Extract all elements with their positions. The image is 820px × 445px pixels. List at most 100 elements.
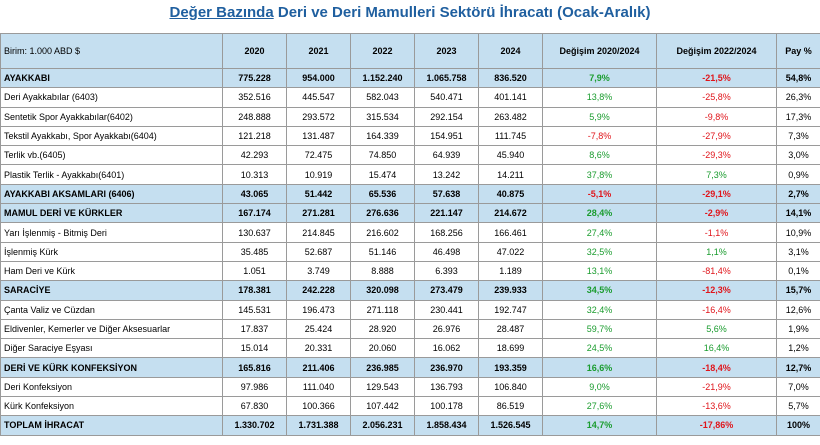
cell-y2022: 74.850 — [350, 145, 415, 166]
cell-y2024: 18.699 — [478, 338, 543, 359]
cell-share: 15,7% — [776, 280, 820, 301]
cell-y2023: 292.154 — [414, 106, 479, 127]
cell-y2020: 1.330.702 — [222, 415, 287, 436]
cell-y2022: 51.146 — [350, 241, 415, 262]
cell-change-2022-2024: -81,4% — [656, 260, 777, 282]
cell-change-2022-2024: -1,1% — [656, 222, 777, 243]
cell-y2024: 836.520 — [478, 67, 543, 89]
cell-y2020: 1.051 — [222, 260, 287, 282]
cell-label: Sentetik Spor Ayakkabılar(6402) — [0, 106, 223, 127]
cell-y2020: 178.381 — [222, 280, 287, 301]
cell-label: AYAKKABI — [0, 67, 223, 89]
cell-y2023: 6.393 — [414, 260, 479, 282]
cell-y2021: 196.473 — [286, 299, 351, 320]
cell-change-2022-2024: -29,1% — [656, 183, 777, 205]
cell-y2021: 72.475 — [286, 145, 351, 166]
cell-change-2020-2024: 5,9% — [542, 106, 657, 127]
cell-y2024: 86.519 — [478, 396, 543, 417]
cell-label: Diğer Saraciye Eşyası — [0, 338, 223, 359]
table-row: Sentetik Spor Ayakkabılar(6402) 248.888 29… — [0, 106, 820, 127]
cell-change-2022-2024: -2,9% — [656, 203, 777, 224]
cell-y2021: 25.424 — [286, 318, 351, 340]
cell-share: 26,3% — [776, 87, 820, 108]
cell-y2021: 1.731.388 — [286, 415, 351, 436]
cell-y2024: 40.875 — [478, 183, 543, 205]
cell-y2024: 45.940 — [478, 145, 543, 166]
cell-change-2020-2024: -7,8% — [542, 125, 657, 147]
cell-label: Terlik vb.(6405) — [0, 145, 223, 166]
table-row: Yarı İşlenmiş - Bitmiş Deri 130.637 214.84… — [0, 222, 820, 243]
cell-change-2022-2024: -21,5% — [656, 67, 777, 89]
cell-y2021: 3.749 — [286, 260, 351, 282]
table-row: Diğer Saraciye Eşyası 15.014 20.331 20.060 1… — [0, 338, 820, 359]
cell-y2022: 1.152.240 — [350, 67, 415, 89]
cell-label: Tekstil Ayakkabı, Spor Ayakkabı(6404) — [0, 125, 223, 147]
cell-y2023: 26.976 — [414, 318, 479, 340]
page-title: Değer Bazında Deri ve Deri Mamulleri Sek… — [0, 0, 820, 26]
cell-y2024: 192.747 — [478, 299, 543, 320]
cell-y2021: 214.845 — [286, 222, 351, 243]
cell-y2022: 271.118 — [350, 299, 415, 320]
cell-y2022: 15.474 — [350, 164, 415, 185]
cell-change-2020-2024: 28,4% — [542, 203, 657, 224]
cell-y2020: 15.014 — [222, 338, 287, 359]
table-row: Deri Ayakkabılar (6403) 352.516 445.547 582… — [0, 87, 820, 108]
cell-label: SARACİYE — [0, 280, 223, 301]
category-row: AYAKKABI AKSAMLARI (6406) 43.065 51.442 65.… — [0, 183, 820, 205]
table-row: Çanta Valiz ve Cüzdan 145.531 196.473 271.1… — [0, 299, 820, 320]
cell-share: 17,3% — [776, 106, 820, 127]
cell-change-2020-2024: 32,4% — [542, 299, 657, 320]
cell-y2021: 445.547 — [286, 87, 351, 108]
cell-y2021: 10.919 — [286, 164, 351, 185]
title-underlined: Değer Bazında — [169, 4, 274, 21]
cell-y2024: 166.461 — [478, 222, 543, 243]
cell-change-2020-2024: 16,6% — [542, 357, 657, 378]
cell-y2023: 1.858.434 — [414, 415, 479, 436]
cell-y2023: 13.242 — [414, 164, 479, 185]
cell-y2022: 236.985 — [350, 357, 415, 378]
export-table: Birim: 1.000 ABD $ 2020 2021 2022 2023 2… — [0, 33, 820, 436]
cell-y2021: 51.442 — [286, 183, 351, 205]
cell-change-2020-2024: 27,4% — [542, 222, 657, 243]
cell-label: TOPLAM İHRACAT — [0, 415, 223, 436]
cell-y2023: 221.147 — [414, 203, 479, 224]
cell-y2022: 164.339 — [350, 125, 415, 147]
cell-y2024: 111.745 — [478, 125, 543, 147]
cell-change-2020-2024: 37,8% — [542, 164, 657, 185]
cell-change-2020-2024: 34,5% — [542, 280, 657, 301]
cell-y2024: 1.189 — [478, 260, 543, 282]
cell-y2020: 352.516 — [222, 87, 287, 108]
cell-y2020: 775.228 — [222, 67, 287, 89]
cell-change-2020-2024: 13,1% — [542, 260, 657, 282]
cell-y2021: 211.406 — [286, 357, 351, 378]
cell-y2023: 168.256 — [414, 222, 479, 243]
cell-y2022: 582.043 — [350, 87, 415, 108]
cell-change-2022-2024: 16,4% — [656, 338, 777, 359]
cell-label: MAMUL DERİ VE KÜRKLER — [0, 203, 223, 224]
cell-change-2020-2024: 9,0% — [542, 376, 657, 398]
change-2022-2024-header: Değişim 2022/2024 — [656, 33, 777, 69]
cell-label: Eldivenler, Kemerler ve Diğer Aksesuarla… — [0, 318, 223, 340]
cell-share: 0,1% — [776, 260, 820, 282]
cell-change-2020-2024: 14,7% — [542, 415, 657, 436]
cell-change-2020-2024: 59,7% — [542, 318, 657, 340]
cell-y2020: 42.293 — [222, 145, 287, 166]
cell-y2022: 28.920 — [350, 318, 415, 340]
cell-change-2022-2024: -21,9% — [656, 376, 777, 398]
table-row: Ham Deri ve Kürk 1.051 3.749 8.888 6.393 1.18… — [0, 260, 820, 282]
cell-y2023: 1.065.758 — [414, 67, 479, 89]
cell-change-2022-2024: -9,8% — [656, 106, 777, 127]
cell-y2020: 145.531 — [222, 299, 287, 320]
cell-share: 3,1% — [776, 241, 820, 262]
cell-y2021: 111.040 — [286, 376, 351, 398]
cell-change-2020-2024: 8,6% — [542, 145, 657, 166]
cell-y2022: 315.534 — [350, 106, 415, 127]
cell-share: 10,9% — [776, 222, 820, 243]
cell-y2020: 130.637 — [222, 222, 287, 243]
cell-y2022: 129.543 — [350, 376, 415, 398]
cell-change-2020-2024: 27,6% — [542, 396, 657, 417]
cell-y2023: 230.441 — [414, 299, 479, 320]
cell-y2022: 20.060 — [350, 338, 415, 359]
col-2024-header: 2024 — [478, 33, 543, 69]
cell-label: Deri Ayakkabılar (6403) — [0, 87, 223, 108]
